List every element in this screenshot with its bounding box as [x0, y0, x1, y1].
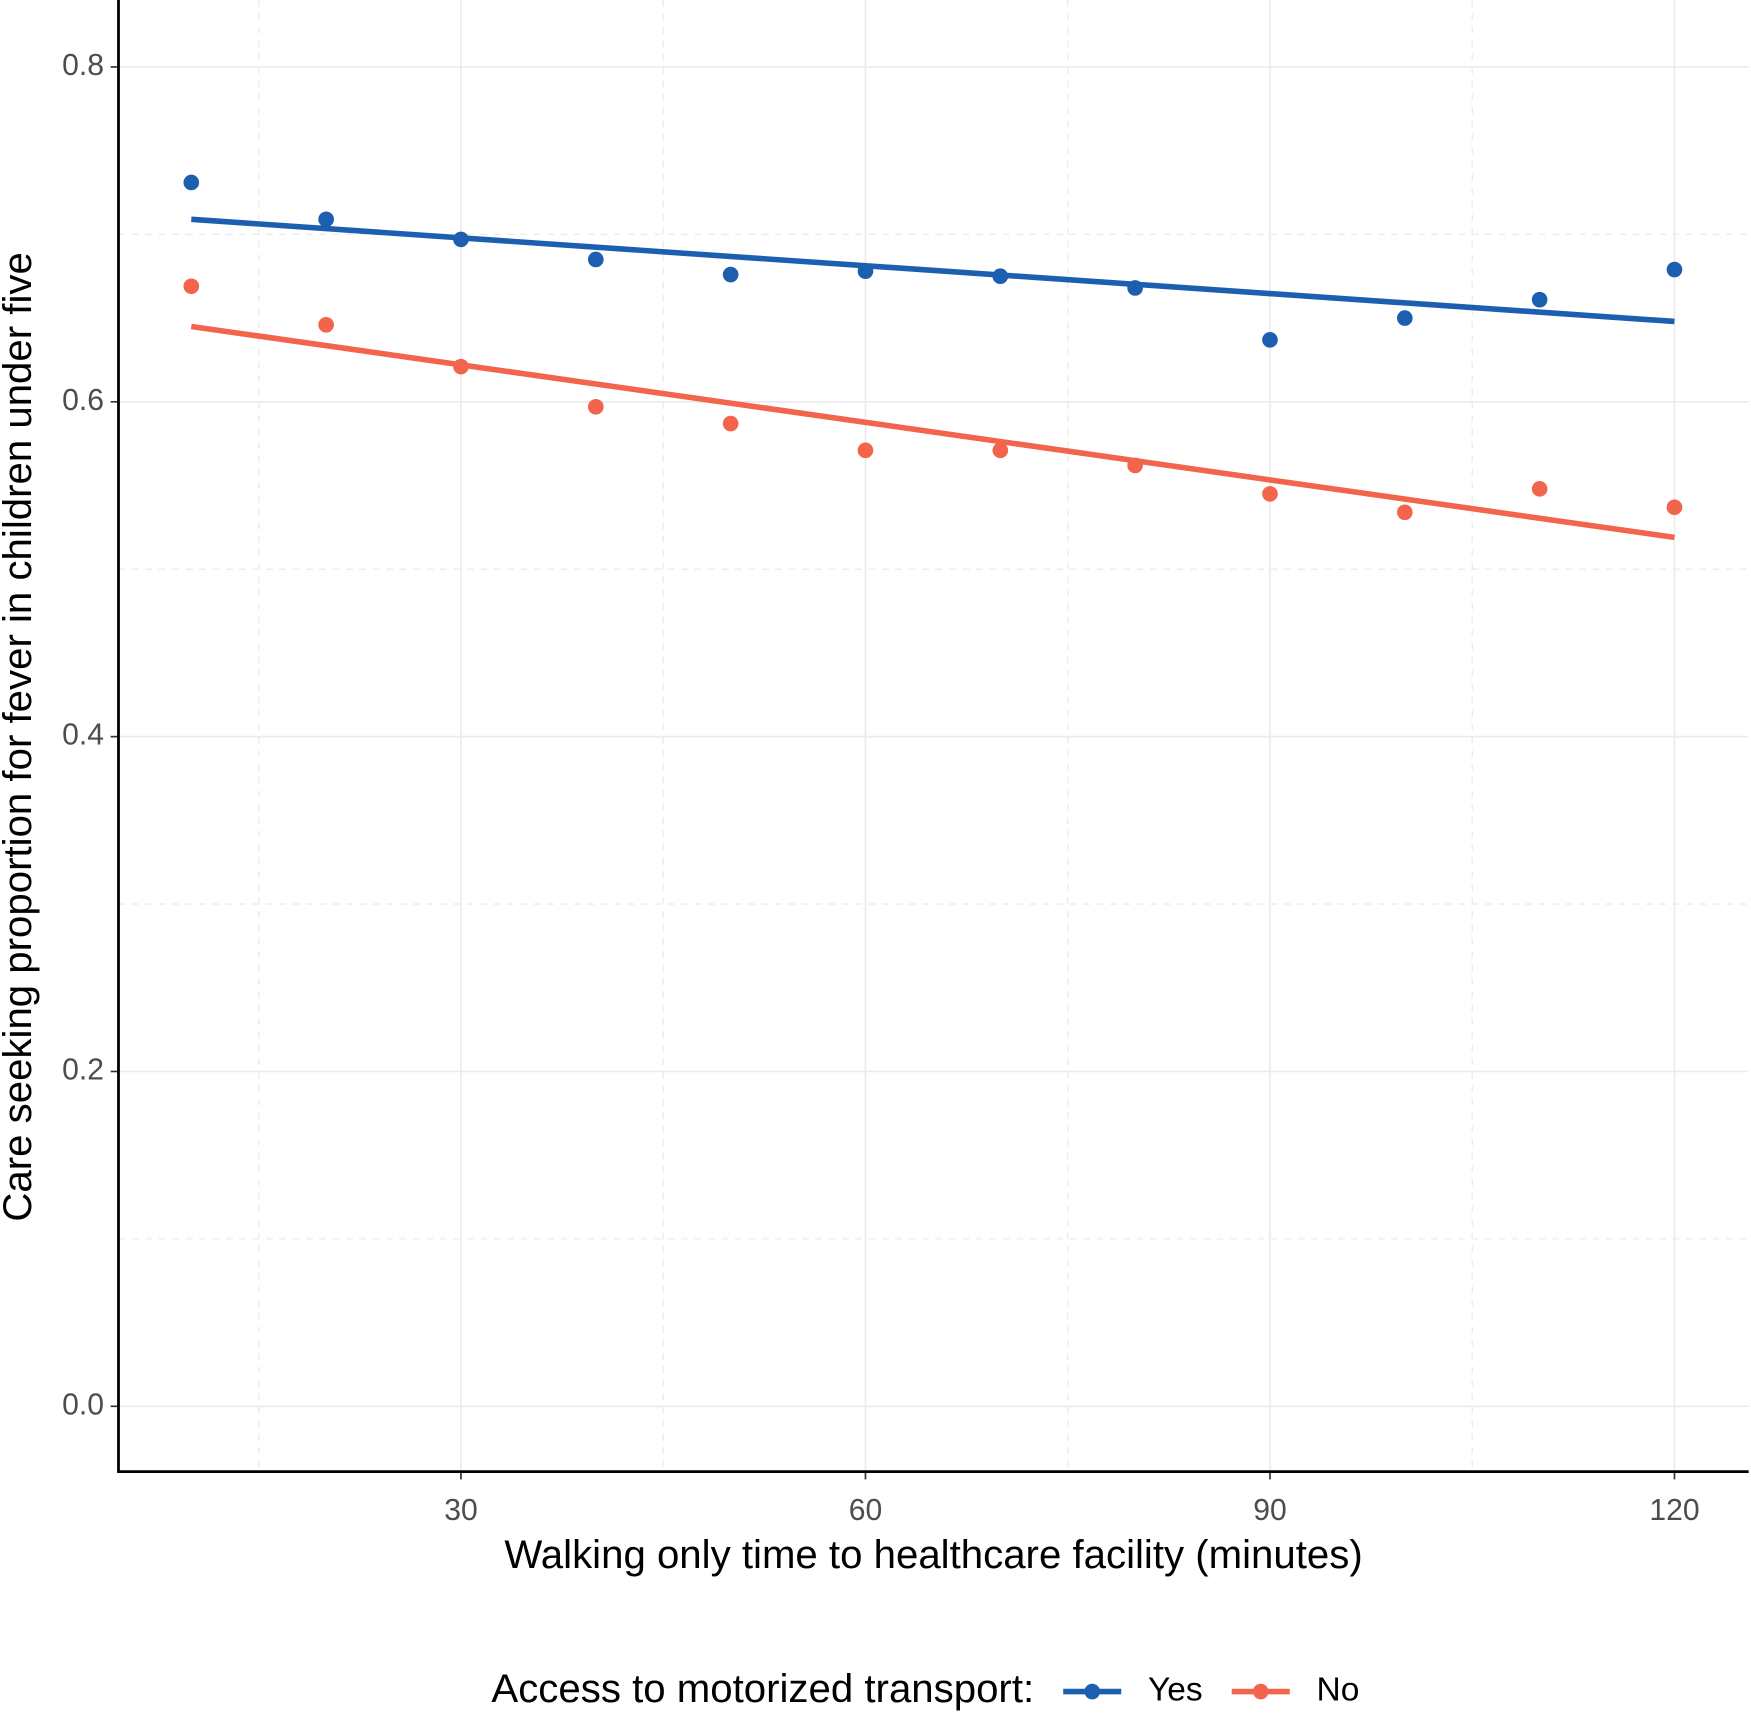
point [587, 399, 604, 415]
point [1262, 332, 1278, 348]
y-tick-label: 0.4 [62, 719, 104, 752]
point [453, 231, 469, 248]
point [722, 266, 739, 283]
fit-line [190, 323, 1675, 541]
x-tick-label: 60 [849, 1494, 883, 1527]
fit-line [191, 216, 1675, 325]
y-tick-label: 0.0 [62, 1388, 104, 1421]
legend-key [1084, 1683, 1101, 1700]
point [318, 316, 334, 333]
legend-title: Access to motorized transport: [491, 1666, 1034, 1711]
point [1127, 280, 1143, 296]
point [1396, 310, 1413, 326]
legend-label: No [1317, 1671, 1360, 1708]
point [1396, 504, 1413, 521]
x-tick-label: 30 [444, 1494, 478, 1527]
legend-label: Yes [1148, 1671, 1203, 1708]
y-tick-label: 0.8 [62, 49, 104, 82]
x-tick-label: 90 [1253, 1494, 1287, 1527]
point [992, 268, 1009, 285]
point [453, 358, 469, 375]
point [1262, 486, 1278, 502]
point [183, 278, 200, 295]
point [318, 211, 334, 228]
point [857, 263, 874, 280]
point [1666, 499, 1683, 516]
point [183, 174, 200, 191]
y-tick-label: 0.6 [62, 384, 104, 417]
point [1531, 481, 1548, 497]
y-axis-title: Care seeking proportion for fever in chi… [0, 252, 40, 1221]
point [1531, 291, 1548, 308]
x-axis-title: Walking only time to healthcare facility… [504, 1532, 1362, 1577]
legend-key [1252, 1683, 1269, 1700]
point [722, 415, 739, 432]
point [1666, 261, 1683, 278]
point [1127, 457, 1143, 474]
point [992, 442, 1009, 459]
y-tick-label: 0.2 [62, 1053, 104, 1086]
point [857, 442, 874, 459]
x-tick-label: 120 [1649, 1494, 1699, 1527]
point [587, 251, 604, 268]
